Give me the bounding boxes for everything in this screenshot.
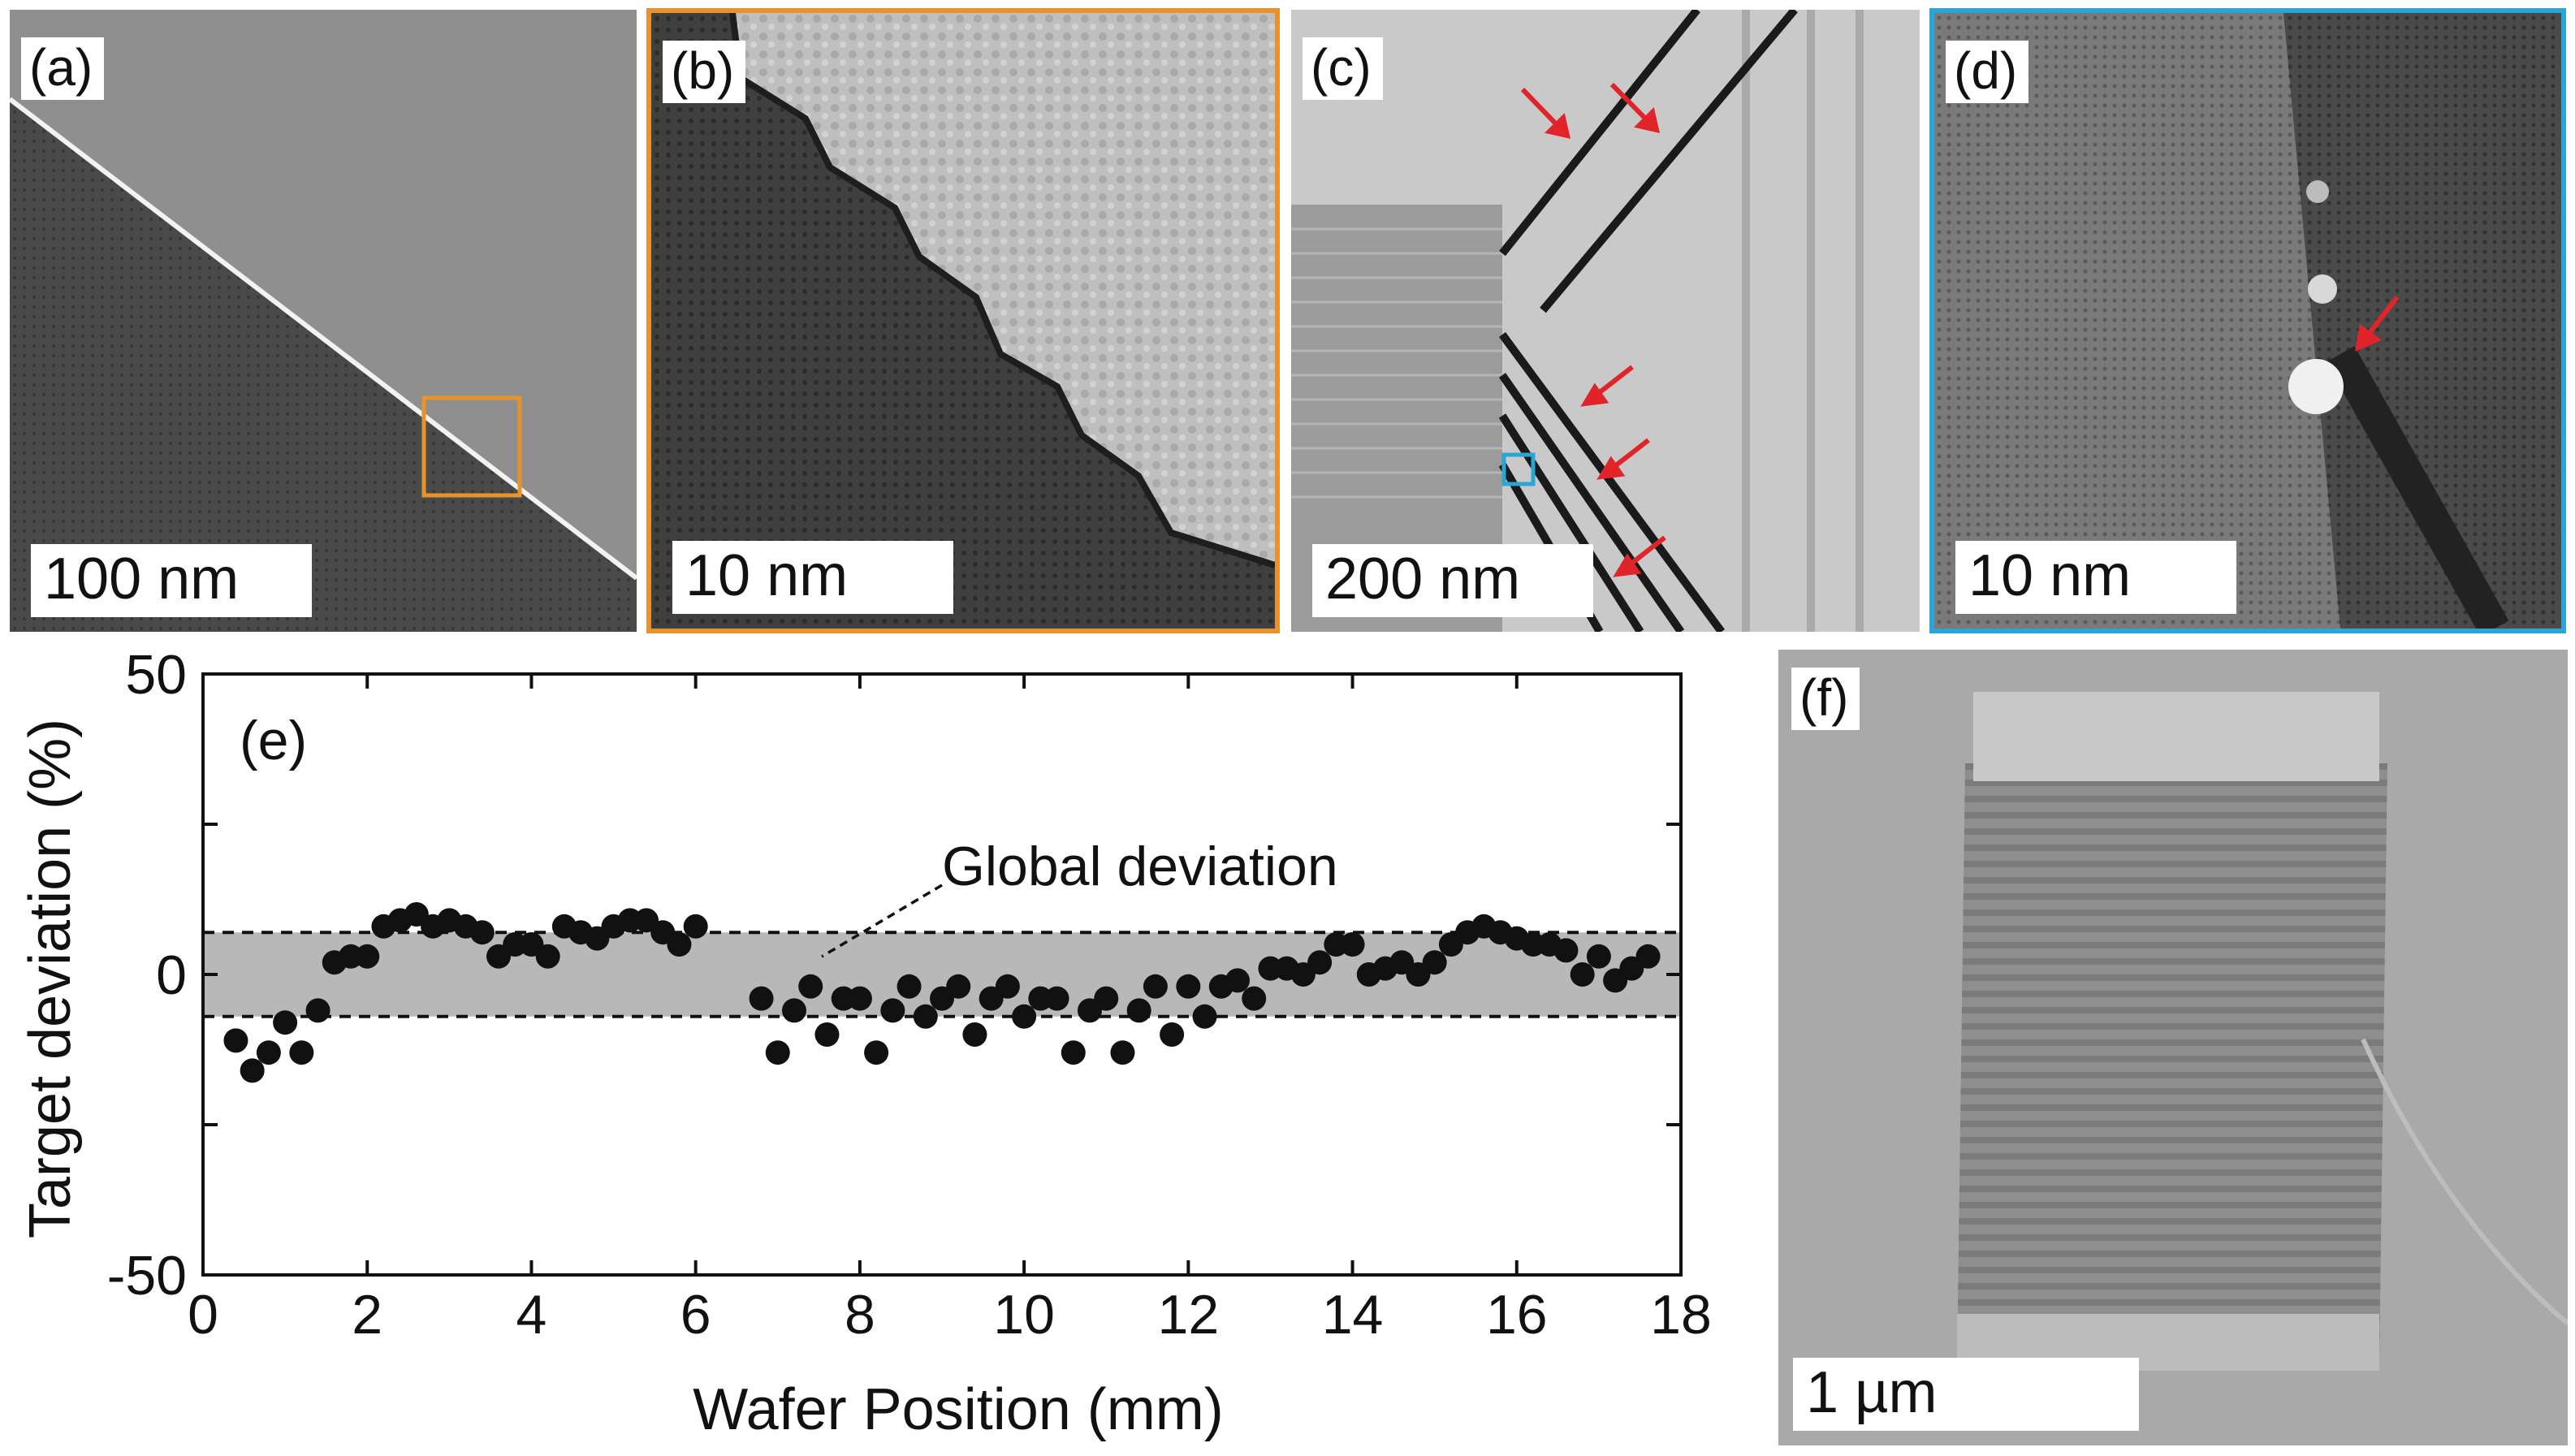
data-point <box>1307 950 1333 975</box>
data-point <box>535 944 560 969</box>
x-tick-label: 12 <box>1158 1284 1220 1346</box>
panel-a-label: (a) <box>21 37 105 101</box>
data-point <box>880 998 905 1023</box>
data-point <box>765 1040 790 1065</box>
data-point <box>814 1022 840 1047</box>
data-point <box>1586 944 1611 969</box>
tem-image-a <box>10 10 637 632</box>
x-axis-label: Wafer Position (mm) <box>693 1377 1223 1442</box>
x-tick-label: 14 <box>1322 1284 1384 1346</box>
panel-c: (c) 200 nm <box>1291 10 1920 632</box>
zoom-box-orange <box>421 395 522 498</box>
data-point <box>1192 1004 1217 1029</box>
data-point <box>1176 974 1201 999</box>
panel-c-label: (c) <box>1303 37 1383 101</box>
tem-image-c <box>1291 10 1920 632</box>
panel-b-scale-bar: 10 nm <box>672 541 953 614</box>
x-tick-label: 10 <box>993 1284 1055 1346</box>
y-tick-label: 50 <box>125 650 187 706</box>
data-point <box>240 1058 265 1083</box>
data-point <box>256 1040 281 1065</box>
data-point <box>305 998 331 1023</box>
x-tick-label: 4 <box>516 1284 547 1346</box>
deviation-chart: 0 2 4 6 8 10 12 14 16 18 500-50 (e) Global deviat… <box>18 650 1712 1442</box>
y-tick-label: -50 <box>107 1245 187 1307</box>
data-point <box>1570 962 1595 987</box>
data-point <box>749 986 774 1011</box>
x-tick-label: 0 <box>188 1284 218 1346</box>
tem-image-b <box>651 13 1275 629</box>
data-point <box>913 1004 938 1029</box>
panel-d: (d) 10 nm <box>1929 8 2566 633</box>
data-point <box>289 1040 314 1065</box>
panel-c-scale-bar: 200 nm <box>1312 544 1593 617</box>
annotation-leader <box>821 884 943 958</box>
data-point <box>273 1010 298 1035</box>
data-point <box>1553 938 1579 963</box>
data-point <box>798 974 823 999</box>
data-point <box>847 986 872 1011</box>
data-point <box>962 1022 987 1047</box>
chart-panel-label: (e) <box>240 710 307 771</box>
x-tick-label: 8 <box>845 1284 875 1346</box>
data-point <box>355 944 380 969</box>
x-tick-label: 18 <box>1650 1284 1712 1346</box>
tem-image-d <box>1934 13 2561 629</box>
data-point <box>683 914 708 939</box>
data-point <box>1635 944 1661 969</box>
panel-a: (a) 100 nm <box>10 10 637 632</box>
annotation-global-deviation: Global deviation <box>942 836 1338 897</box>
panel-f-label: (f) <box>1791 668 1860 731</box>
zoom-box-cyan <box>1501 452 1536 486</box>
data-point <box>469 920 495 945</box>
data-point <box>896 974 922 999</box>
x-tick-label: 6 <box>680 1284 711 1346</box>
data-point <box>946 974 971 999</box>
panel-a-scale-bar: 100 nm <box>31 544 312 617</box>
y-axis-label: Target deviation (%) <box>18 719 83 1238</box>
panel-f: (f) 1 µm <box>1778 650 2568 1445</box>
data-point <box>667 932 692 957</box>
panel-d-label: (d) <box>1946 41 2029 104</box>
panel-f-scale-bar: 1 µm <box>1793 1358 2139 1431</box>
data-point <box>1242 986 1267 1011</box>
data-point <box>1012 1004 1037 1029</box>
x-tick-label: 2 <box>352 1284 382 1346</box>
data-point <box>1225 968 1250 993</box>
panel-d-scale-bar: 10 nm <box>1955 541 2236 614</box>
panel-b: (b) 10 nm <box>646 8 1280 633</box>
data-point <box>1340 932 1365 957</box>
data-point <box>223 1028 248 1053</box>
data-point <box>1126 998 1151 1023</box>
data-point <box>1422 950 1447 975</box>
data-point <box>1044 986 1069 1011</box>
data-point <box>1143 974 1168 999</box>
y-tick-label: 0 <box>156 944 187 1006</box>
data-point <box>1160 1022 1185 1047</box>
data-point <box>1110 1040 1135 1065</box>
data-point <box>864 1040 889 1065</box>
panel-b-label: (b) <box>663 41 746 104</box>
data-point <box>1094 986 1119 1011</box>
data-point <box>782 998 806 1023</box>
sem-image-f <box>1778 650 2568 1445</box>
data-point <box>1061 1040 1086 1065</box>
x-tick-label: 16 <box>1486 1284 1548 1346</box>
data-point <box>995 974 1020 999</box>
